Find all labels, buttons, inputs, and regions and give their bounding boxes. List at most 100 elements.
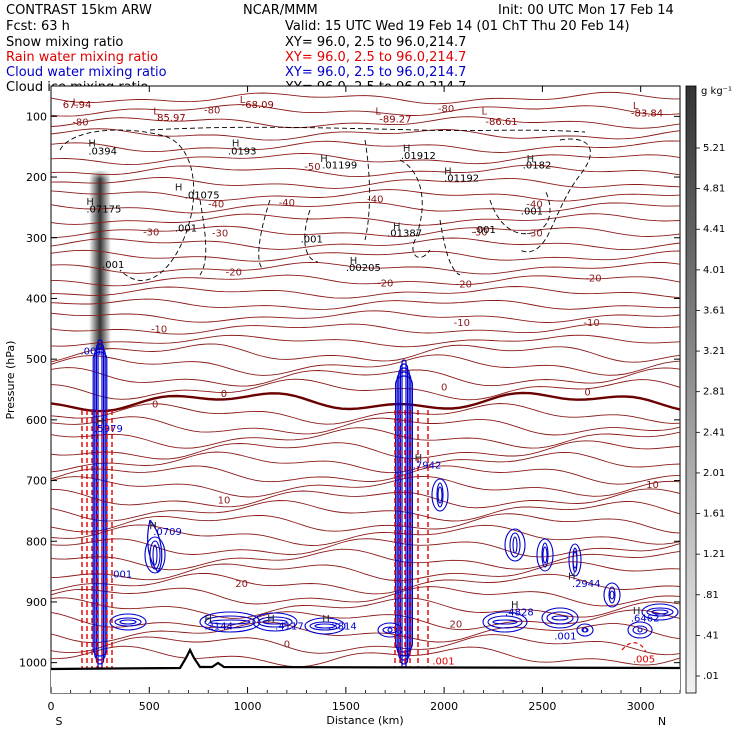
cloud-water-contour (509, 532, 521, 558)
isotherm-label: -80 (72, 117, 88, 128)
cloud-water-contour (568, 543, 582, 577)
cloud-ice-contours (59, 126, 591, 281)
terrain-line (51, 647, 680, 671)
high-marker: H (149, 521, 157, 532)
cloud-water-contour (572, 551, 578, 569)
cloud-water-contour (262, 619, 288, 625)
snow-value-label: .01192 (444, 173, 479, 184)
isotherm (51, 140, 680, 153)
field-legend-name: Cloud water mixing ratio (6, 65, 167, 80)
cloud-water-contour (209, 619, 251, 625)
low-marker: L (73, 97, 79, 108)
isotherm (51, 201, 680, 214)
high-marker: H (320, 154, 328, 165)
isotherm-label: -30 (471, 227, 487, 238)
cloud-water-contour (541, 607, 579, 629)
cloud-water-contour (504, 528, 526, 562)
isotherm (51, 298, 680, 310)
isotherm (51, 152, 680, 166)
y-tick-label: 600 (26, 414, 47, 427)
high-marker: H (175, 182, 183, 193)
cloud-water-contour (314, 623, 336, 629)
isotherm-label: 10 (646, 480, 659, 491)
y-axis-label: Pressure (hPa) (4, 341, 17, 420)
rain-value-label: .001 (432, 656, 454, 667)
isotherm-label: 0 (221, 389, 227, 400)
colorbar-tick-label: .81 (703, 590, 719, 601)
cloud-water-value-label: .7942 (413, 460, 442, 471)
high-marker: H (444, 167, 452, 178)
cloud-water-contour (252, 612, 298, 632)
isotherm-label: -40 (367, 195, 383, 206)
ice-contour (364, 139, 370, 241)
colorbar-tick-label: 2.81 (703, 387, 725, 398)
isotherm (51, 286, 680, 299)
colorbar-tick-label: 3.61 (703, 305, 725, 316)
high-marker: H (568, 571, 576, 582)
cloud-water-contour (546, 611, 574, 625)
cloud-water-contour (387, 627, 393, 633)
cloud-water-contour (304, 617, 346, 635)
low-marker: L (153, 107, 159, 118)
low-marker: L (481, 107, 487, 118)
isotherm-label: -10 (583, 318, 599, 329)
snow-value-label: .001 (301, 235, 323, 246)
colorbar-tick-label: 2.01 (703, 468, 725, 479)
isotherm (51, 465, 680, 485)
isotherm-label: -20 (456, 280, 472, 291)
isotherm (51, 323, 680, 335)
cloud-water-contour (582, 627, 588, 633)
y-tick-label: 100 (26, 110, 47, 123)
isotherm (51, 391, 680, 413)
isotherm-label: -80 (204, 105, 220, 116)
cloud-water-contour (95, 343, 105, 665)
isotherm (51, 225, 680, 238)
isotherm (51, 561, 680, 581)
isotherm (51, 176, 680, 189)
snow-value-label: -83.84 (631, 108, 663, 119)
y-tick-label: 900 (26, 596, 47, 609)
low-marker: L (375, 107, 381, 118)
cloud-water-contour (109, 613, 147, 631)
colorbar-tick-label: 3.21 (703, 346, 725, 357)
cloud-water-contour (114, 617, 142, 627)
ice-contour (489, 189, 551, 235)
cloud-water-contour (94, 347, 106, 661)
cloud-water-contour (608, 586, 616, 604)
isotherm-label: -40 (279, 198, 295, 209)
cloud-water-contour (637, 627, 643, 633)
x-tick-label: 1000 (234, 700, 262, 713)
isotherm (51, 403, 680, 425)
cloud-water-contour (377, 622, 403, 638)
colorbar-ticks: 5.21 4.81 4.41 4.01 3.61 3.21 2.81 2.41 2.01 1.61… (696, 143, 725, 682)
snow-value-label: -68.09 (242, 100, 274, 111)
y-tick-label: 800 (26, 535, 47, 548)
isotherm (51, 427, 680, 449)
isotherm (51, 274, 680, 287)
high-marker: H (267, 614, 275, 625)
isotherm-label: -40 (526, 199, 542, 210)
isotherm-label: -30 (143, 227, 159, 238)
colorbar-tick-label: .01 (703, 671, 719, 682)
high-marker: H (86, 197, 94, 208)
high-marker: H (350, 256, 358, 267)
snow-value-label: -86.61 (485, 117, 517, 128)
isotherm (51, 378, 680, 401)
cloud-water-contour (627, 621, 653, 639)
cloud-water-value-label: .3814 (328, 621, 357, 632)
isotherm (51, 524, 680, 546)
isotherm (51, 586, 680, 607)
ice-contour (59, 129, 195, 281)
isotherm (51, 164, 680, 178)
isotherm (51, 104, 680, 117)
contour-labels: -80 -80 -80 -50 -40 -40 -40 -40 -30 -30 -30 -30 -20 -… (63, 95, 663, 667)
snow-value-label: .001 (474, 225, 496, 236)
cloud-water-contour (487, 615, 523, 629)
cloud-water-contour (437, 486, 443, 504)
isotherm (51, 572, 680, 595)
field-legend-xy: XY= 96.0, 2.5 to 96.0,214.7 (285, 35, 466, 50)
high-marker: H (232, 139, 240, 150)
cloud-water-contour (431, 478, 449, 512)
isotherm-label: 20 (235, 579, 248, 590)
cloud-water-value-label: .4828 (505, 607, 534, 618)
